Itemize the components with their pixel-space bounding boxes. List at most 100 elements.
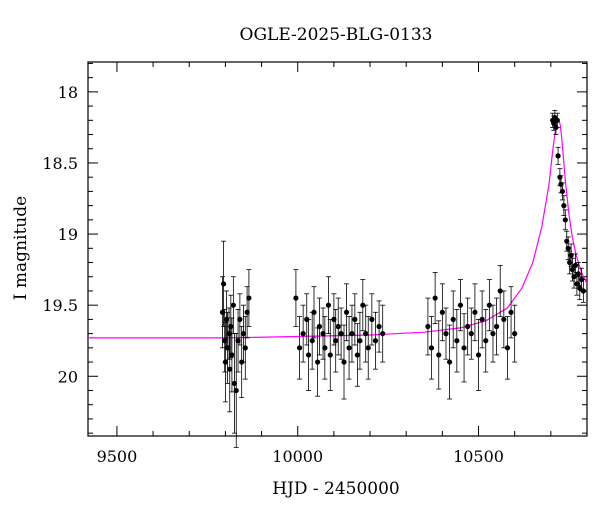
data-point [296, 345, 303, 351]
data-point [349, 331, 355, 337]
data-point [486, 302, 492, 308]
data-point [425, 323, 431, 330]
data-point [229, 352, 235, 358]
data-point [554, 117, 560, 123]
data-point [555, 153, 561, 159]
data-point [240, 331, 247, 337]
data-point [561, 203, 567, 209]
data-point [512, 331, 518, 337]
data-point [230, 302, 236, 308]
data-point [222, 359, 229, 365]
chart-title: OGLE-2025-BLG-0133 [240, 25, 433, 45]
y-axis-label: I magnitude [11, 196, 31, 300]
x-axis-label: HJD - 2450000 [272, 479, 400, 499]
data-point [333, 338, 339, 344]
data-point [363, 331, 369, 337]
data-point [559, 188, 566, 195]
y-tick-label: 18 [58, 83, 78, 102]
data-point [461, 345, 467, 351]
data-point [565, 245, 571, 251]
data-point [231, 380, 238, 386]
data-point [233, 387, 239, 394]
data-point [309, 338, 315, 344]
data-point [376, 323, 382, 330]
data-point [226, 331, 232, 337]
data-point [497, 288, 503, 294]
data-point [360, 302, 366, 308]
data-point [380, 331, 386, 337]
data-point [572, 262, 579, 268]
x-tick-label: 10000 [272, 447, 323, 466]
data-point [568, 252, 574, 258]
data-point [352, 316, 358, 322]
data-point [346, 345, 352, 351]
data-point [439, 309, 445, 315]
data-point [483, 338, 489, 344]
data-point [494, 323, 500, 330]
data-point [228, 323, 234, 330]
data-point [338, 331, 344, 337]
axis-ticks: 9500 10000 10500 18 18.5 19 19.5 20 [42, 62, 588, 466]
data-point [369, 316, 375, 322]
data-point [242, 345, 248, 351]
data-point [436, 352, 442, 358]
data-point [575, 271, 581, 277]
data-point [335, 323, 341, 330]
data-point [220, 281, 227, 287]
data-point [504, 345, 511, 351]
data-point [331, 316, 337, 322]
data-point [293, 295, 299, 301]
data-point [322, 345, 328, 351]
data-point [432, 295, 438, 301]
data-point [325, 302, 332, 308]
data-point [222, 338, 228, 344]
data-point [562, 217, 568, 223]
plot-frame [87, 61, 588, 437]
data-point [468, 331, 474, 337]
model-curve-layer [88, 119, 588, 339]
data-point [343, 309, 350, 315]
data-point [227, 366, 233, 372]
data-point [300, 331, 306, 337]
data-point [490, 331, 496, 337]
data-point [357, 338, 363, 344]
data-point [235, 338, 241, 344]
data-point [327, 352, 333, 358]
model-curve [88, 119, 588, 339]
data-point [365, 345, 371, 351]
y-tick-label: 19 [58, 225, 78, 244]
y-tick-label: 19.5 [42, 296, 78, 315]
data-point [454, 338, 460, 344]
data-point [472, 309, 478, 315]
data-point [316, 323, 323, 330]
data-point [446, 359, 453, 365]
y-tick-label: 18.5 [42, 154, 78, 173]
data-point [223, 316, 230, 322]
x-tick-label: 9500 [97, 447, 138, 466]
data-point [354, 352, 360, 358]
data-point [443, 331, 449, 337]
data-point [465, 323, 471, 330]
data-point [501, 316, 507, 322]
data-point [372, 338, 379, 344]
data-point [311, 309, 317, 315]
data-point [305, 352, 312, 358]
data-points-layer [219, 109, 586, 448]
data-point [450, 316, 456, 322]
y-tick-label: 20 [58, 367, 78, 386]
data-point [244, 309, 250, 315]
data-point [580, 288, 586, 294]
data-point [479, 316, 485, 322]
data-point [237, 316, 243, 322]
x-tick-label: 10500 [453, 447, 504, 466]
data-point [577, 285, 583, 291]
data-point [341, 359, 347, 365]
data-point [315, 359, 321, 365]
data-point [457, 302, 464, 308]
data-point [475, 352, 482, 358]
data-point [246, 295, 252, 301]
data-point [320, 331, 326, 337]
data-point [428, 345, 435, 351]
data-point [508, 309, 514, 315]
